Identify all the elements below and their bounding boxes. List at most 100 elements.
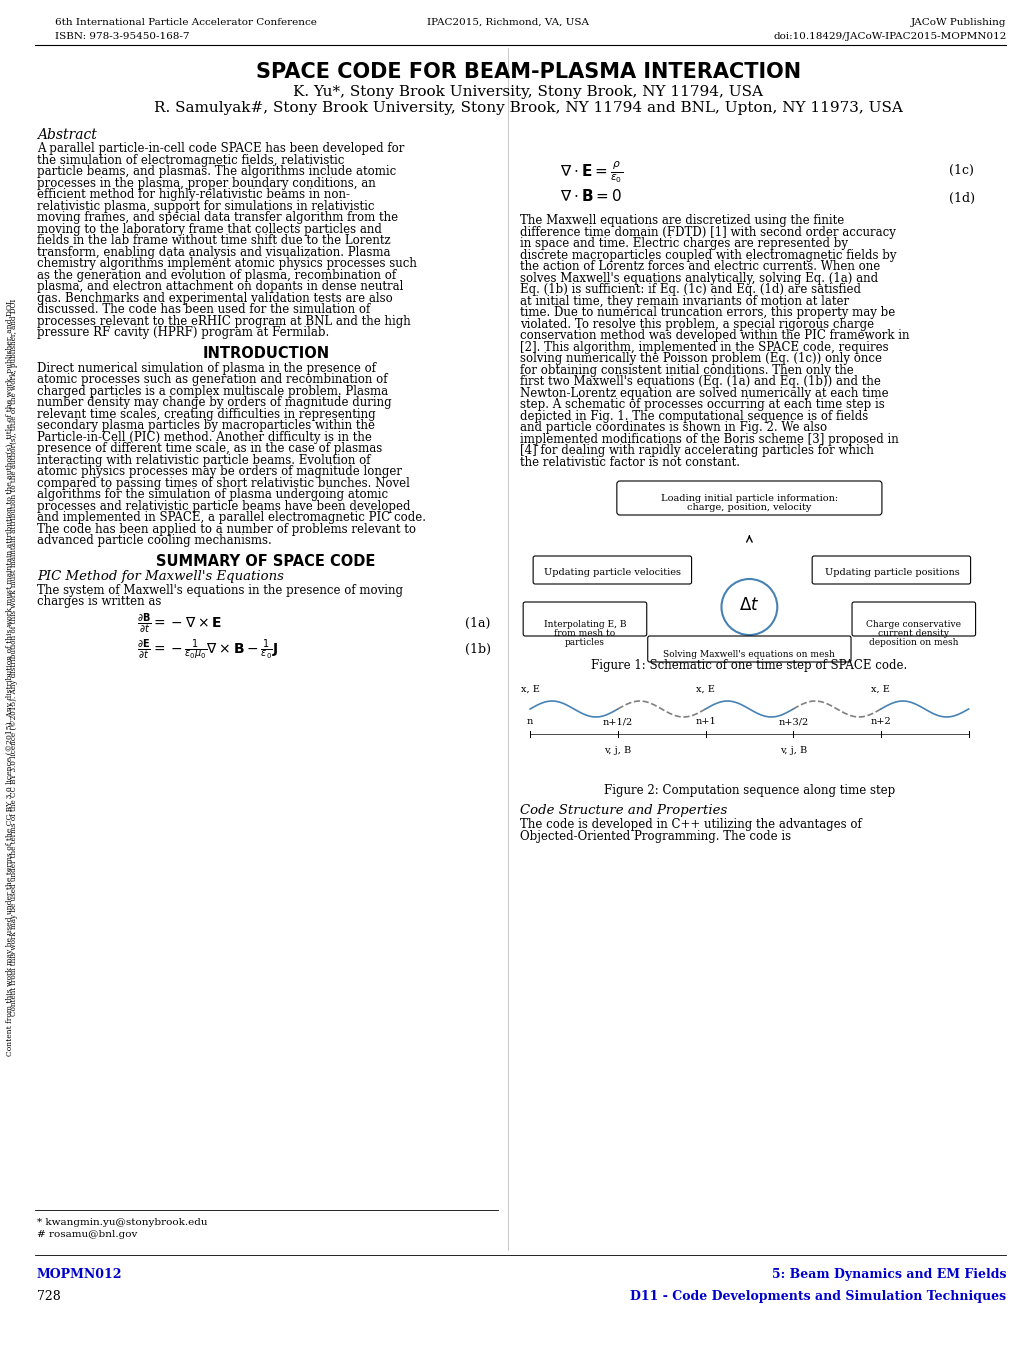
Text: atomic processes such as generation and recombination of: atomic processes such as generation and … <box>37 373 387 385</box>
Text: v, j, B: v, j, B <box>779 746 806 754</box>
Text: PIC Method for Maxwell's Equations: PIC Method for Maxwell's Equations <box>37 570 283 582</box>
Text: JACoW Publishing: JACoW Publishing <box>910 18 1006 27</box>
Text: Loading initial particle information:: Loading initial particle information: <box>660 494 838 503</box>
Text: and particle coordinates is shown in Fig. 2. We also: and particle coordinates is shown in Fig… <box>520 421 826 434</box>
Text: violated. To resolve this problem, a special rigorous charge: violated. To resolve this problem, a spe… <box>520 318 873 331</box>
Text: moving frames, and special data transfer algorithm from the: moving frames, and special data transfer… <box>37 210 397 224</box>
Text: plasma, and electron attachment on dopants in dense neutral: plasma, and electron attachment on dopan… <box>37 280 403 293</box>
Text: Updating particle velocities: Updating particle velocities <box>544 569 681 577</box>
FancyBboxPatch shape <box>616 480 881 516</box>
Text: K. Yu*, Stony Brook University, Stony Brook, NY 11794, USA: K. Yu*, Stony Brook University, Stony Br… <box>292 85 762 99</box>
Text: Figure 1: Schematic of one time step of SPACE code.: Figure 1: Schematic of one time step of … <box>591 660 907 672</box>
Text: D11 - Code Developments and Simulation Techniques: D11 - Code Developments and Simulation T… <box>630 1291 1006 1303</box>
Text: Particle-in-Cell (PIC) method. Another difficulty is in the: Particle-in-Cell (PIC) method. Another d… <box>37 430 371 444</box>
FancyBboxPatch shape <box>811 556 970 584</box>
Text: fields in the lab frame without time shift due to the Lorentz: fields in the lab frame without time shi… <box>37 233 390 247</box>
Text: relevant time scales, creating difficulties in representing: relevant time scales, creating difficult… <box>37 407 375 421</box>
Text: number density may change by orders of magnitude during: number density may change by orders of m… <box>37 396 391 408</box>
Text: SPACE CODE FOR BEAM-PLASMA INTERACTION: SPACE CODE FOR BEAM-PLASMA INTERACTION <box>256 62 800 81</box>
Text: 5: Beam Dynamics and EM Fields: 5: Beam Dynamics and EM Fields <box>771 1267 1006 1281</box>
Text: current density: current density <box>877 630 949 638</box>
Text: v, j, B: v, j, B <box>603 746 631 754</box>
Text: (1c): (1c) <box>948 164 972 176</box>
Text: particles: particles <box>565 638 604 647</box>
Text: step. A schematic of processes occurring at each time step is: step. A schematic of processes occurring… <box>520 398 884 411</box>
Text: difference time domain (FDTD) [1] with second order accuracy: difference time domain (FDTD) [1] with s… <box>520 225 895 239</box>
Text: Solving Maxwell's equations on mesh: Solving Maxwell's equations on mesh <box>662 650 835 660</box>
Text: charged particles is a complex multiscale problem. Plasma: charged particles is a complex multiscal… <box>37 384 387 398</box>
Text: algorithms for the simulation of plasma undergoing atomic: algorithms for the simulation of plasma … <box>37 489 387 501</box>
Text: The Maxwell equations are discretized using the finite: The Maxwell equations are discretized us… <box>520 214 844 227</box>
Text: depicted in Fig. 1. The computational sequence is of fields: depicted in Fig. 1. The computational se… <box>520 410 867 422</box>
Text: compared to passing times of short relativistic bunches. Novel: compared to passing times of short relat… <box>37 476 410 490</box>
Text: SUMMARY OF SPACE CODE: SUMMARY OF SPACE CODE <box>156 554 375 569</box>
Text: The code has been applied to a number of problems relevant to: The code has been applied to a number of… <box>37 522 416 536</box>
FancyBboxPatch shape <box>523 603 646 636</box>
Text: processes relevant to the eRHIC program at BNL and the high: processes relevant to the eRHIC program … <box>37 315 411 327</box>
Text: interacting with relativistic particle beams. Evolution of: interacting with relativistic particle b… <box>37 453 370 467</box>
Text: as the generation and evolution of plasma, recombination of: as the generation and evolution of plasm… <box>37 269 395 281</box>
Text: R. Samulyak#, Stony Brook University, Stony Brook, NY 11794 and BNL, Upton, NY 1: R. Samulyak#, Stony Brook University, St… <box>154 100 902 115</box>
Text: The system of Maxwell's equations in the presence of moving: The system of Maxwell's equations in the… <box>37 584 403 597</box>
Text: discussed. The code has been used for the simulation of: discussed. The code has been used for th… <box>37 303 370 316</box>
Text: Charge conservative: Charge conservative <box>865 620 960 630</box>
Text: the action of Lorentz forces and electric currents. When one: the action of Lorentz forces and electri… <box>520 261 879 273</box>
Text: charge, position, velocity: charge, position, velocity <box>687 503 811 512</box>
Text: [4] for dealing with rapidly accelerating particles for which: [4] for dealing with rapidly acceleratin… <box>520 444 873 457</box>
Text: Direct numerical simulation of plasma in the presence of: Direct numerical simulation of plasma in… <box>37 361 376 375</box>
Text: time. Due to numerical truncation errors, this property may be: time. Due to numerical truncation errors… <box>520 305 895 319</box>
Text: solves Maxwell's equations analytically, solving Eq. (1a) and: solves Maxwell's equations analytically,… <box>520 271 877 285</box>
Text: Content from this work may be used under the terms of the CC BY 3.0 licence (©20: Content from this work may be used under… <box>10 299 18 1015</box>
Text: Content from this work may be used under the terms of the CC BY 3.0 licence (©20: Content from this work may be used under… <box>6 301 14 1056</box>
Text: for obtaining consistent initial conditions. Then only the: for obtaining consistent initial conditi… <box>520 364 853 376</box>
Text: efficient method for highly-relativistic beams in non-: efficient method for highly-relativistic… <box>37 189 350 201</box>
Text: first two Maxwell's equations (Eq. (1a) and Eq. (1b)) and the: first two Maxwell's equations (Eq. (1a) … <box>520 375 880 388</box>
FancyBboxPatch shape <box>647 636 850 662</box>
Text: relativistic plasma, support for simulations in relativistic: relativistic plasma, support for simulat… <box>37 199 374 213</box>
Text: n+1/2: n+1/2 <box>602 716 633 726</box>
Text: A parallel particle-in-cell code SPACE has been developed for: A parallel particle-in-cell code SPACE h… <box>37 142 404 155</box>
Text: MOPMN012: MOPMN012 <box>37 1267 122 1281</box>
Text: processes in the plasma, proper boundary conditions, an: processes in the plasma, proper boundary… <box>37 176 375 190</box>
Text: solving numerically the Poisson problem (Eq. (1c)) only once: solving numerically the Poisson problem … <box>520 351 881 365</box>
Text: discrete macroparticles coupled with electromagnetic fields by: discrete macroparticles coupled with ele… <box>520 248 896 262</box>
FancyBboxPatch shape <box>533 556 691 584</box>
Text: the simulation of electromagnetic fields, relativistic: the simulation of electromagnetic fields… <box>37 153 343 167</box>
Text: x, E: x, E <box>870 685 890 693</box>
Text: $\frac{\partial \mathbf{B}}{\partial t} = -\nabla \times \mathbf{E}$: $\frac{\partial \mathbf{B}}{\partial t} … <box>137 612 221 636</box>
Text: conservation method was developed within the PIC framework in: conservation method was developed within… <box>520 328 909 342</box>
Text: chemistry algorithms implement atomic physics processes such: chemistry algorithms implement atomic ph… <box>37 256 417 270</box>
Text: atomic physics processes may be orders of magnitude longer: atomic physics processes may be orders o… <box>37 465 401 478</box>
Text: Eq. (1b) is sufficient: if Eq. (1c) and Eq. (1d) are satisfied: Eq. (1b) is sufficient: if Eq. (1c) and … <box>520 284 860 296</box>
Text: $\nabla \cdot \mathbf{E} = \frac{\rho}{\epsilon_0}$: $\nabla \cdot \mathbf{E} = \frac{\rho}{\… <box>559 160 623 186</box>
Text: Updating particle positions: Updating particle positions <box>823 569 958 577</box>
FancyBboxPatch shape <box>851 603 974 636</box>
Text: $\Delta t$: $\Delta t$ <box>739 597 759 613</box>
Text: deposition on mesh: deposition on mesh <box>868 638 958 647</box>
Text: # rosamu@bnl.gov: # rosamu@bnl.gov <box>37 1229 138 1239</box>
Text: Objected-Oriented Programming. The code is: Objected-Oriented Programming. The code … <box>520 829 791 843</box>
Text: x, E: x, E <box>521 685 539 693</box>
Text: Abstract: Abstract <box>37 128 97 142</box>
Text: IPAC2015, Richmond, VA, USA: IPAC2015, Richmond, VA, USA <box>427 18 589 27</box>
Text: from mesh to: from mesh to <box>553 630 615 638</box>
Text: [2]. This algorithm, implemented in the SPACE code, requires: [2]. This algorithm, implemented in the … <box>520 341 888 354</box>
Text: n+3/2: n+3/2 <box>777 716 808 726</box>
Text: (1d): (1d) <box>948 191 974 205</box>
Text: n+2: n+2 <box>869 716 891 726</box>
Text: moving to the laboratory frame that collects particles and: moving to the laboratory frame that coll… <box>37 223 381 236</box>
Text: implemented modifications of the Boris scheme [3] proposed in: implemented modifications of the Boris s… <box>520 433 898 445</box>
Text: Figure 2: Computation sequence along time step: Figure 2: Computation sequence along tim… <box>603 784 894 797</box>
Text: the relativistic factor is not constant.: the relativistic factor is not constant. <box>520 456 740 468</box>
Text: doi:10.18429/JACoW-IPAC2015-MOPMN012: doi:10.18429/JACoW-IPAC2015-MOPMN012 <box>772 33 1006 41</box>
Text: secondary plasma particles by macroparticles within the: secondary plasma particles by macroparti… <box>37 419 375 432</box>
Text: * kwangmin.yu@stonybrook.edu: * kwangmin.yu@stonybrook.edu <box>37 1219 207 1227</box>
Text: Code Structure and Properties: Code Structure and Properties <box>520 803 727 817</box>
Text: presence of different time scale, as in the case of plasmas: presence of different time scale, as in … <box>37 442 382 455</box>
Text: at initial time, they remain invariants of motion at later: at initial time, they remain invariants … <box>520 294 849 308</box>
Text: INTRODUCTION: INTRODUCTION <box>203 346 329 361</box>
Text: transform, enabling data analysis and visualization. Plasma: transform, enabling data analysis and vi… <box>37 246 390 258</box>
Text: advanced particle cooling mechanisms.: advanced particle cooling mechanisms. <box>37 535 271 547</box>
Text: in space and time. Electric charges are represented by: in space and time. Electric charges are … <box>520 237 848 250</box>
Text: (1b): (1b) <box>465 642 491 655</box>
